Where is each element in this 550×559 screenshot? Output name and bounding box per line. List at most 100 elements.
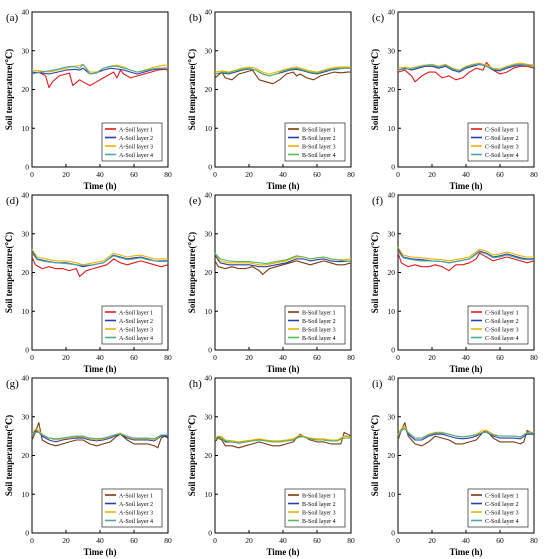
x-tick-label: 20 [245, 536, 253, 545]
x-tick-label: 40 [96, 353, 104, 362]
series-line-2 [31, 429, 168, 443]
y-tick-label: 40 [388, 191, 396, 200]
x-axis-label: Time (h) [449, 181, 482, 191]
legend-label-1: C-Soil layer 1 [485, 493, 519, 499]
panel-label: (c) [372, 12, 385, 24]
x-tick-label: 80 [347, 170, 355, 179]
x-tick-label: 0 [396, 353, 400, 362]
y-tick-label: 0 [391, 163, 395, 172]
y-tick-label: 20 [388, 268, 396, 277]
chart-panel-e: 0 20 40 60 80 0 10 20 30 40 Time (h) Soil temperatu… [187, 191, 355, 375]
x-tick-label: 0 [213, 536, 217, 545]
series-line-3 [214, 66, 351, 75]
y-tick-label: 10 [22, 124, 30, 133]
x-tick-label: 80 [164, 353, 172, 362]
y-axis-label: Soil temperature(℃) [187, 49, 197, 130]
series-line-1 [31, 422, 169, 449]
legend-label-4: C-Soil layer 4 [485, 519, 519, 525]
legend-label-2: A-Soil layer 2 [119, 136, 153, 142]
x-tick-label: 0 [213, 353, 217, 362]
x-axis-label: Time (h) [266, 364, 299, 374]
legend-label-4: A-Soil layer 4 [119, 336, 153, 342]
x-tick-label: 60 [130, 353, 138, 362]
y-tick-label: 0 [25, 346, 29, 355]
y-axis-label: Soil temperature(℃) [4, 415, 14, 496]
legend: C-Soil layer 1 C-Soil layer 2 C-Soil layer… [467, 122, 529, 162]
x-tick-label: 40 [462, 353, 470, 362]
x-axis-label: Time (h) [266, 547, 299, 557]
x-tick-label: 60 [313, 170, 321, 179]
x-tick-label: 60 [496, 353, 504, 362]
x-tick-label: 80 [530, 353, 538, 362]
chart-panel-g: 0 20 40 60 80 0 10 20 30 40 Time (h) Soil temperatu… [4, 374, 172, 558]
x-tick-label: 60 [130, 536, 138, 545]
panel-label: (g) [6, 378, 19, 390]
x-tick-label: 40 [462, 536, 470, 545]
y-tick-label: 10 [205, 490, 213, 499]
x-tick-label: 0 [30, 353, 34, 362]
y-tick-label: 20 [388, 85, 396, 94]
y-axis-label: Soil temperature(℃) [4, 232, 14, 313]
legend-label-3: C-Soil layer 3 [485, 144, 519, 150]
y-tick-label: 40 [388, 8, 396, 17]
panel-label: (b) [189, 12, 202, 24]
x-tick-label: 60 [130, 170, 138, 179]
legend-label-3: B-Soil layer 3 [302, 327, 336, 333]
y-tick-label: 10 [205, 307, 213, 316]
y-tick-label: 0 [208, 529, 212, 538]
chart-panel-c: 0 20 40 60 80 0 10 20 30 40 Time (h) Soil temperatu… [370, 8, 538, 192]
y-tick-label: 30 [22, 412, 30, 421]
series-line-2 [397, 63, 535, 73]
y-tick-label: 30 [388, 46, 396, 55]
x-tick-label: 80 [347, 353, 355, 362]
legend: C-Soil layer 1 C-Soil layer 2 C-Soil layer… [467, 305, 529, 345]
x-tick-label: 60 [496, 536, 504, 545]
legend-label-4: B-Soil layer 4 [302, 519, 336, 525]
legend-label-3: A-Soil layer 3 [119, 144, 153, 150]
legend-label-1: A-Soil layer 1 [119, 493, 153, 499]
x-tick-label: 0 [396, 170, 400, 179]
legend-label-1: A-Soil layer 1 [119, 310, 153, 316]
y-tick-label: 30 [22, 46, 30, 55]
legend-label-4: C-Soil layer 4 [485, 153, 519, 159]
series-line-2 [214, 67, 351, 77]
y-tick-label: 0 [208, 346, 212, 355]
y-tick-label: 20 [22, 85, 30, 94]
x-tick-label: 60 [496, 170, 504, 179]
legend-label-2: B-Soil layer 2 [302, 502, 336, 508]
panel-label: (i) [372, 378, 383, 390]
legend-label-2: B-Soil layer 2 [302, 319, 336, 325]
x-axis-label: Time (h) [83, 547, 116, 557]
legend: B-Soil layer 1 B-Soil layer 2 B-Soil layer… [284, 122, 346, 162]
x-tick-label: 20 [62, 536, 70, 545]
y-tick-label: 0 [208, 163, 212, 172]
y-tick-label: 20 [205, 268, 213, 277]
x-tick-label: 80 [530, 536, 538, 545]
y-tick-label: 40 [388, 374, 396, 383]
y-tick-label: 10 [22, 490, 30, 499]
series-line-4 [397, 63, 535, 72]
y-tick-label: 40 [205, 191, 213, 200]
x-tick-label: 40 [96, 170, 104, 179]
chart-panel-d: 0 20 40 60 80 0 10 20 30 40 Time (h) Soil temperatu… [4, 191, 172, 375]
legend: A-Soil layer 1 A-Soil layer 2 A-Soil layer… [101, 122, 163, 162]
legend-label-1: B-Soil layer 1 [302, 493, 336, 499]
x-tick-label: 40 [279, 536, 287, 545]
x-tick-label: 80 [164, 536, 172, 545]
x-tick-label: 40 [279, 170, 287, 179]
y-tick-label: 0 [25, 529, 29, 538]
y-tick-label: 30 [205, 229, 213, 238]
y-tick-label: 30 [22, 229, 30, 238]
series-line-2 [31, 67, 168, 75]
panel-label: (d) [6, 195, 19, 207]
y-axis-label: Soil temperature(℃) [370, 415, 380, 496]
y-tick-label: 40 [22, 191, 30, 200]
legend-label-1: C-Soil layer 1 [485, 127, 519, 133]
x-tick-label: 80 [347, 536, 355, 545]
legend-label-2: A-Soil layer 2 [119, 502, 153, 508]
y-tick-label: 10 [22, 307, 30, 316]
y-tick-label: 20 [388, 451, 396, 460]
legend-label-3: C-Soil layer 3 [485, 510, 519, 516]
chart-panel-b: 0 20 40 60 80 0 10 20 30 40 Time (h) Soil temperatu… [187, 8, 355, 192]
